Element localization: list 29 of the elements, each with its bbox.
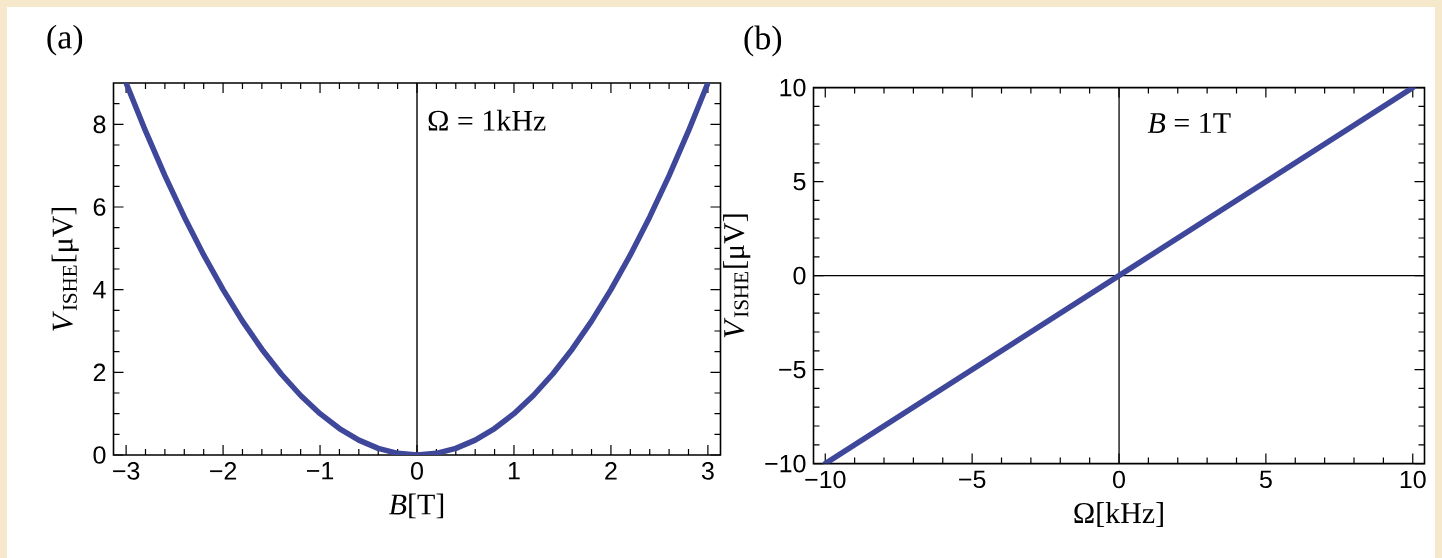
x-tick-label: −10 — [805, 470, 846, 489]
x-tick-label: 0 — [1113, 470, 1125, 489]
y-tick-label: 10 — [780, 78, 806, 97]
chart-title: (b) — [744, 25, 782, 57]
y-tick-label: −5 — [779, 360, 806, 379]
x-tick-label: −2 — [210, 462, 237, 480]
x-tick-label: −3 — [113, 462, 140, 480]
x-tick-label: −5 — [959, 470, 986, 489]
y-tick-label: 0 — [93, 446, 106, 464]
annotation: Ω = 1kHz — [428, 109, 546, 131]
y-tick-label: 5 — [793, 172, 806, 191]
x-tick-label: 2 — [605, 462, 617, 480]
x-tick-label: −1 — [307, 462, 334, 480]
chart-title: (a) — [47, 24, 83, 56]
x-axis-title: B[T] — [388, 493, 444, 519]
y-tick-label: 6 — [93, 198, 106, 216]
y-tick-label: 2 — [93, 363, 106, 382]
x-axis-title: Ω[kHz] — [1074, 502, 1163, 527]
y-axis-title: V$_{ISHE}$[μV] — [51, 207, 79, 331]
y-axis-title: V$_{ISHE}$[μV] — [723, 214, 751, 338]
y-tick-label: 0 — [793, 266, 806, 285]
x-tick-label: 1 — [508, 462, 520, 480]
x-tick-label: 10 — [1400, 470, 1426, 489]
x-tick-label: 3 — [701, 462, 714, 480]
y-tick-label: 4 — [93, 281, 106, 299]
annotation: B = 1T — [1147, 113, 1231, 133]
x-tick-label: 5 — [1259, 470, 1272, 489]
y-tick-label: 8 — [93, 115, 106, 134]
x-tick-label: 0 — [411, 462, 423, 480]
